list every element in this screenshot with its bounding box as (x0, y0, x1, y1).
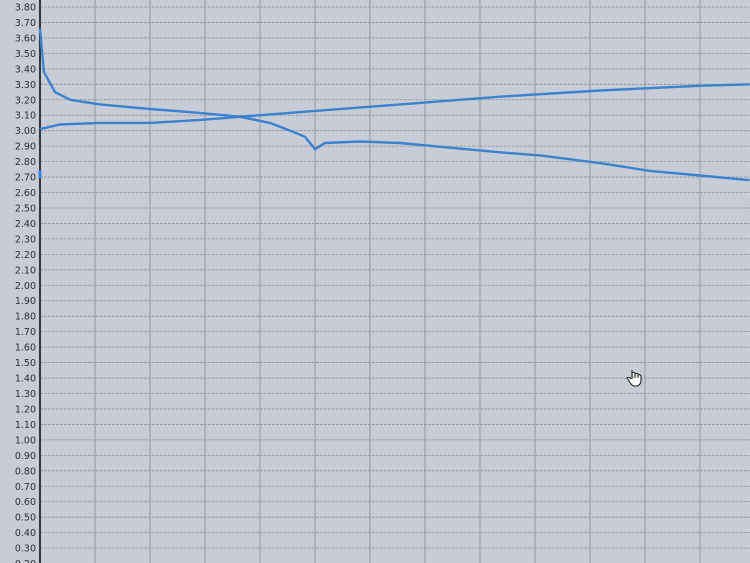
y-tick-label: 3.50 (15, 49, 36, 60)
y-tick-label: 3.60 (15, 33, 36, 44)
y-tick-label: 0.50 (15, 513, 36, 524)
y-tick-label: 0.20 (15, 559, 36, 563)
y-tick-label: 3.30 (15, 80, 36, 91)
y-tick-label: 1.80 (15, 312, 36, 323)
y-tick-label: 2.30 (15, 234, 36, 245)
y-tick-label: 0.30 (15, 544, 36, 555)
y-tick-label: 1.00 (15, 435, 36, 446)
y-tick-label: 2.10 (15, 265, 36, 276)
y-tick-label: 2.70 (15, 173, 36, 184)
grid (40, 0, 750, 563)
y-tick-label: 3.80 (15, 3, 36, 14)
series-line-1 (38, 28, 750, 182)
y-tick-label: 2.60 (15, 188, 36, 199)
data-marker (38, 169, 42, 178)
hand-pointer-icon (626, 370, 642, 387)
y-tick-label: 1.20 (15, 404, 36, 415)
y-tick-label: 1.90 (15, 296, 36, 307)
y-tick-label: 2.80 (15, 157, 36, 168)
y-tick-label: 3.70 (15, 18, 36, 29)
y-tick-label: 2.00 (15, 281, 36, 292)
y-tick-label: 1.10 (15, 420, 36, 431)
y-tick-label: 2.50 (15, 203, 36, 214)
series-group (38, 28, 750, 182)
y-tick-label: 1.70 (15, 327, 36, 338)
y-tick-label: 2.20 (15, 250, 36, 261)
y-tick-label: 3.40 (15, 64, 36, 75)
y-tick-label: 0.80 (15, 466, 36, 477)
y-tick-label: 3.00 (15, 126, 36, 137)
y-tick-label: 1.40 (15, 374, 36, 385)
series-line-2 (39, 83, 750, 131)
y-tick-label: 1.50 (15, 358, 36, 369)
y-tick-label: 1.60 (15, 343, 36, 354)
y-tick-label: 3.10 (15, 111, 36, 122)
y-tick-label: 3.20 (15, 95, 36, 106)
y-tick-label: 0.90 (15, 451, 36, 462)
y-tick-label: 0.40 (15, 528, 36, 539)
y-tick-label: 1.30 (15, 389, 36, 400)
y-tick-label: 2.90 (15, 142, 36, 153)
y-tick-label: 0.60 (15, 497, 36, 508)
y-tick-label: 0.70 (15, 482, 36, 493)
y-tick-label: 2.40 (15, 219, 36, 230)
y-axis-ticks: 3.80 3.70 3.60 3.50 3.40 3.30 3.20 3.10 3.00 2.90… (15, 3, 36, 563)
